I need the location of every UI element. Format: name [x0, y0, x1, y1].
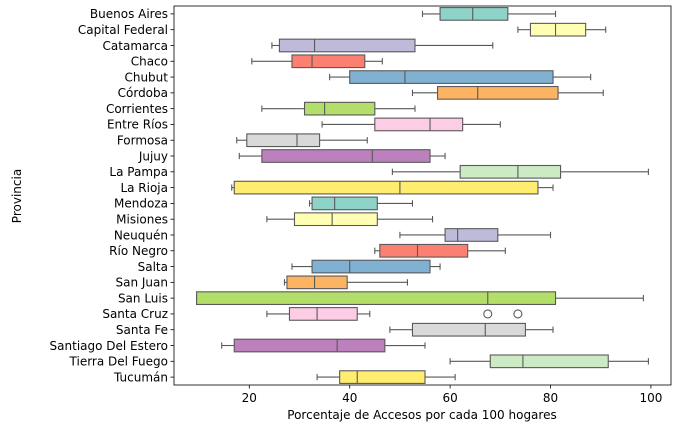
- box-iqr: [261, 149, 431, 163]
- box-iqr: [529, 22, 587, 37]
- box-iqr: [278, 38, 416, 53]
- box-group: [196, 291, 644, 306]
- x-axis: 20 40 60 80 100: [242, 385, 662, 405]
- y-tick-label: San Luis: [118, 291, 168, 305]
- y-tick-label: Chubut: [124, 70, 168, 84]
- box-iqr: [233, 338, 386, 353]
- box-group: [321, 117, 501, 132]
- box-group: [266, 212, 434, 227]
- box-iqr: [291, 54, 366, 69]
- box-group: [316, 370, 456, 384]
- y-tick-label: Santa Cruz: [102, 307, 168, 321]
- box-group: [449, 354, 649, 369]
- y-tick-label: Santiago Del Estero: [50, 339, 168, 353]
- box-group: [238, 149, 446, 163]
- box-group: [236, 133, 368, 148]
- box-group: [421, 7, 557, 21]
- y-tick-label: Capital Federal: [78, 23, 168, 37]
- y-tick-label: Formosa: [117, 134, 168, 148]
- y-tick-label: Córdoba: [118, 86, 168, 100]
- box-iqr: [489, 354, 609, 369]
- y-tick-label: San Juan: [116, 276, 169, 290]
- box-group: [291, 259, 441, 274]
- y-tick-label: Chaco: [131, 55, 168, 69]
- box-iqr: [439, 7, 509, 21]
- y-tick-label: Jujuy: [138, 149, 168, 163]
- box-iqr: [246, 133, 321, 148]
- boxes-layer: [196, 7, 649, 384]
- box-iqr: [349, 70, 554, 84]
- box-group: [374, 243, 506, 258]
- box-group: [266, 307, 523, 321]
- y-tick-label: Tucumán: [113, 370, 168, 384]
- y-tick-label: Mendoza: [114, 197, 168, 211]
- box-group: [283, 275, 408, 290]
- box-group: [308, 196, 414, 211]
- x-tick-label: 60: [442, 391, 457, 405]
- y-tick-label: Neuquén: [114, 228, 168, 242]
- y-tick-label: La Pampa: [109, 165, 168, 179]
- y-tick-label: Santa Fe: [116, 323, 168, 337]
- x-axis-label: Porcentaje de Accesos por cada 100 hogar…: [287, 408, 556, 422]
- box-group: [517, 22, 607, 37]
- plot-frame: [173, 5, 672, 386]
- box-iqr: [196, 291, 557, 306]
- outlier-point: [513, 309, 523, 319]
- x-tick-label: 100: [639, 391, 662, 405]
- box-iqr: [444, 228, 499, 242]
- y-tick-label: Buenos Aires: [90, 7, 168, 21]
- y-axis: Buenos Aires Capital Federal Catamarca Chac…: [50, 7, 174, 384]
- box-iqr: [303, 101, 376, 116]
- box-group: [389, 322, 554, 337]
- box-iqr: [374, 117, 464, 132]
- box-group: [399, 228, 552, 242]
- y-tick-label: Corrientes: [106, 102, 168, 116]
- x-tick-label: 40: [342, 391, 357, 405]
- box-iqr: [411, 322, 526, 337]
- box-iqr: [286, 275, 348, 290]
- box-iqr: [437, 85, 559, 100]
- y-tick-label: Misiones: [116, 212, 168, 226]
- box-group: [391, 164, 649, 179]
- y-tick-label: Tierra Del Fuego: [69, 355, 168, 369]
- box-iqr: [339, 370, 426, 384]
- box-iqr: [311, 259, 431, 274]
- box-group: [251, 54, 383, 69]
- box-group: [231, 180, 554, 195]
- box-group: [411, 85, 604, 100]
- box-iqr: [459, 164, 562, 179]
- box-iqr: [293, 212, 378, 227]
- x-tick-label: 80: [543, 391, 558, 405]
- y-tick-label: Salta: [138, 260, 168, 274]
- x-tick-label: 20: [242, 391, 257, 405]
- y-tick-label: Catamarca: [103, 39, 168, 53]
- box-group: [261, 101, 416, 116]
- box-iqr: [379, 243, 469, 258]
- y-tick-label: La Rioja: [120, 181, 168, 195]
- y-axis-label: Provincia: [10, 169, 24, 223]
- y-tick-label: Río Negro: [109, 244, 168, 258]
- box-group: [271, 38, 494, 53]
- box-iqr: [288, 307, 358, 321]
- outlier-point: [483, 309, 493, 319]
- y-tick-label: Entre Ríos: [107, 118, 168, 132]
- box-iqr: [311, 196, 378, 211]
- box-group: [329, 70, 592, 84]
- box-group: [221, 338, 426, 353]
- box-iqr: [233, 180, 539, 195]
